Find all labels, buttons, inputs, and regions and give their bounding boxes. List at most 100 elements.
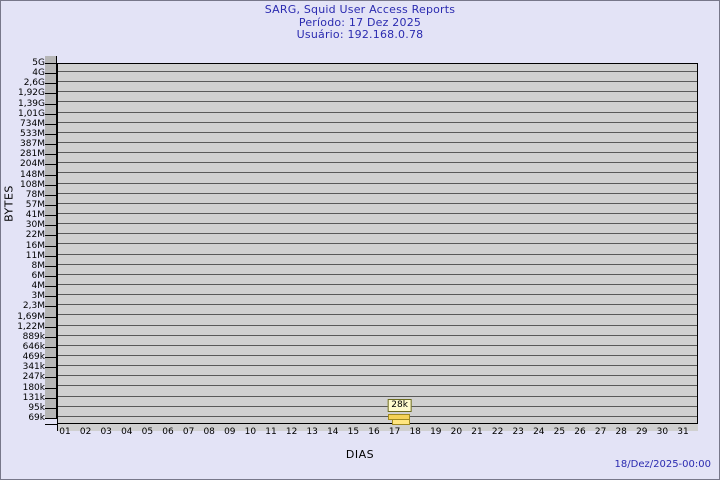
y-tick-label: 1,69M <box>17 311 45 322</box>
tick-notch <box>45 194 58 196</box>
gridline <box>58 263 697 265</box>
gridline <box>58 314 697 316</box>
x-tick-label: 07 <box>182 427 195 437</box>
gridline <box>58 213 697 214</box>
bar-top-face <box>387 414 410 420</box>
tick-notch <box>45 93 58 95</box>
tick-notch <box>45 377 58 379</box>
bar-value-label: 28k <box>387 399 412 412</box>
gridline <box>58 284 697 285</box>
gridline <box>58 304 697 306</box>
x-tick-label: 25 <box>553 427 566 437</box>
x-tick-label: 19 <box>430 427 442 437</box>
tick-notch <box>45 316 58 318</box>
x-tick-label: 28 <box>615 427 627 437</box>
plot-face <box>57 63 698 424</box>
x-tick-label: 14 <box>327 427 339 437</box>
x-tick-label: 18 <box>409 427 421 437</box>
y-tick-label: 1,92G <box>17 88 45 99</box>
tick-notch <box>45 407 58 409</box>
tick-notch <box>45 123 58 125</box>
gridline <box>58 71 697 72</box>
x-tick-label: 15 <box>347 427 360 437</box>
gridline <box>58 355 697 356</box>
tick-notch <box>45 225 58 227</box>
tick-notch <box>45 276 58 277</box>
tick-notch <box>45 205 58 206</box>
x-tick-label: 16 <box>368 427 380 437</box>
gridline <box>58 344 697 346</box>
tick-notch <box>45 103 58 105</box>
y-tick-label: 1,01G <box>17 108 45 119</box>
tick-notch <box>45 357 58 359</box>
y-tick-label: 30M <box>25 220 45 231</box>
y-tick-label: 148M <box>20 169 45 180</box>
gridline <box>58 152 697 154</box>
period-line: Período: 17 Dez 2025 <box>298 15 422 29</box>
gridline <box>58 365 697 367</box>
gridline <box>58 101 697 103</box>
y-tick-label: 22M <box>25 230 45 241</box>
tick-notch <box>45 286 58 288</box>
gridline <box>58 182 697 184</box>
y-tick-label: 2,3M <box>22 301 45 312</box>
gridline <box>58 273 697 275</box>
gridline <box>58 162 697 164</box>
x-tick-label: 24 <box>533 427 545 437</box>
x-tick-label: 04 <box>121 427 133 437</box>
generated-timestamp: 18/Dez/2025-00:00 <box>614 459 711 470</box>
gridline <box>58 81 697 83</box>
gridline <box>58 243 697 245</box>
tick-notch <box>45 255 58 257</box>
x-tick-label: 03 <box>100 427 112 437</box>
tick-notch <box>45 113 58 115</box>
y-tick-label: 57M <box>25 200 45 210</box>
y-tick-label: 4M <box>31 281 46 292</box>
x-tick-label: 08 <box>203 427 215 437</box>
gridline <box>58 91 697 93</box>
x-tick-label: 17 <box>388 427 401 437</box>
x-tick-label: 06 <box>162 427 174 437</box>
tick-notch <box>45 144 58 146</box>
y-tick-label: 78M <box>25 189 45 200</box>
gridline <box>58 395 697 397</box>
gridline <box>58 253 697 255</box>
plot-left-wall <box>45 56 57 418</box>
tick-notch <box>45 73 58 75</box>
tick-notch <box>45 387 58 389</box>
y-tick-label: 108M <box>20 179 45 190</box>
y-tick-label: 2,6G <box>23 78 45 89</box>
user-line: Usuário: 192.168.0.78 <box>296 28 424 41</box>
tick-notch <box>45 397 58 399</box>
x-axis-tick-labels: 01 02 03 04 05 06 07 08 09 10 11 12 13 14 15 16 17 18 19 20… <box>57 427 699 443</box>
x-tick-label: 29 <box>636 427 648 437</box>
x-tick-label: 05 <box>141 427 154 437</box>
x-tick-label: 10 <box>244 427 257 437</box>
x-tick-label: 02 <box>79 427 92 437</box>
tick-notch <box>45 306 58 308</box>
tick-notch <box>45 184 58 186</box>
y-tick-label: 8M <box>31 260 46 271</box>
y-tick-label: 204M <box>20 159 45 170</box>
y-tick-label: 3M <box>31 291 46 302</box>
y-tick-label: 646k <box>22 342 45 352</box>
y-tick-label: 734M <box>20 118 45 129</box>
y-tick-label: 1,22M <box>17 321 45 332</box>
y-tick-label: 5G <box>32 58 45 68</box>
tick-notch <box>45 164 58 166</box>
tick-notch <box>45 296 58 298</box>
gridline <box>58 375 697 377</box>
gridline <box>58 405 697 407</box>
page-title: SARG, Squid User Access Reports <box>264 3 456 16</box>
gridline <box>58 192 697 194</box>
x-tick-label: 20 <box>450 427 463 437</box>
x-tick-label: 09 <box>224 427 236 437</box>
tick-notch <box>45 347 58 348</box>
plot-floor <box>57 424 698 431</box>
plot-area: 28k <box>45 56 701 431</box>
y-tick-label: 180k <box>22 382 45 393</box>
x-tick-label: 30 <box>656 427 669 437</box>
tick-notch <box>45 235 58 237</box>
x-tick-label: 27 <box>594 427 607 437</box>
